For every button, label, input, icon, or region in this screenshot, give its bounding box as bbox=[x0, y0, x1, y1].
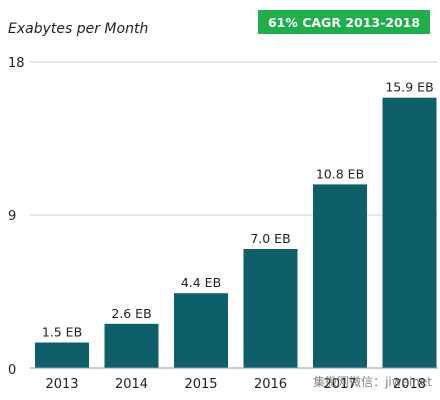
y-axis-title: Exabytes per Month bbox=[8, 21, 148, 37]
category-label: 2015 bbox=[184, 377, 217, 392]
category-label: 2013 bbox=[45, 377, 78, 392]
bars bbox=[35, 97, 437, 368]
y-tick-label: 18 bbox=[8, 56, 25, 71]
category-label: 2017 bbox=[323, 377, 356, 392]
bar bbox=[174, 293, 228, 368]
category-label: 2018 bbox=[393, 377, 426, 392]
annotation-badge: 61% CAGR 2013-2018 bbox=[258, 10, 430, 34]
bar bbox=[243, 249, 298, 368]
bar bbox=[313, 184, 367, 368]
data-label: 7.0 EB bbox=[250, 231, 290, 246]
annotation-text: 61% CAGR 2013-2018 bbox=[268, 15, 420, 30]
watermark-text: 集微网微信：jiweinet bbox=[313, 374, 432, 389]
bar bbox=[382, 97, 437, 368]
data-label: 1.5 EB bbox=[42, 325, 82, 340]
category-label: 2014 bbox=[115, 377, 148, 392]
data-labels: 1.5 EB 2.6 EB 4.4 EB 7.0 EB 10.8 EB 15.9 EB bbox=[42, 80, 434, 340]
y-tick-label: 9 bbox=[8, 209, 16, 224]
data-label: 15.9 EB bbox=[385, 80, 433, 95]
bar bbox=[104, 323, 159, 368]
data-label: 4.4 EB bbox=[181, 275, 221, 290]
category-label: 2016 bbox=[254, 377, 287, 392]
data-label: 2.6 EB bbox=[111, 306, 151, 321]
annotation-badge-bg bbox=[258, 10, 430, 34]
y-axis-ticks: 0 9 18 bbox=[8, 56, 25, 378]
y-tick-label: 0 bbox=[8, 363, 16, 378]
bar bbox=[35, 342, 89, 368]
data-label: 10.8 EB bbox=[316, 166, 364, 181]
category-labels: 2013 2014 2015 2016 2017 2018 bbox=[45, 377, 426, 392]
gridlines bbox=[30, 61, 438, 216]
